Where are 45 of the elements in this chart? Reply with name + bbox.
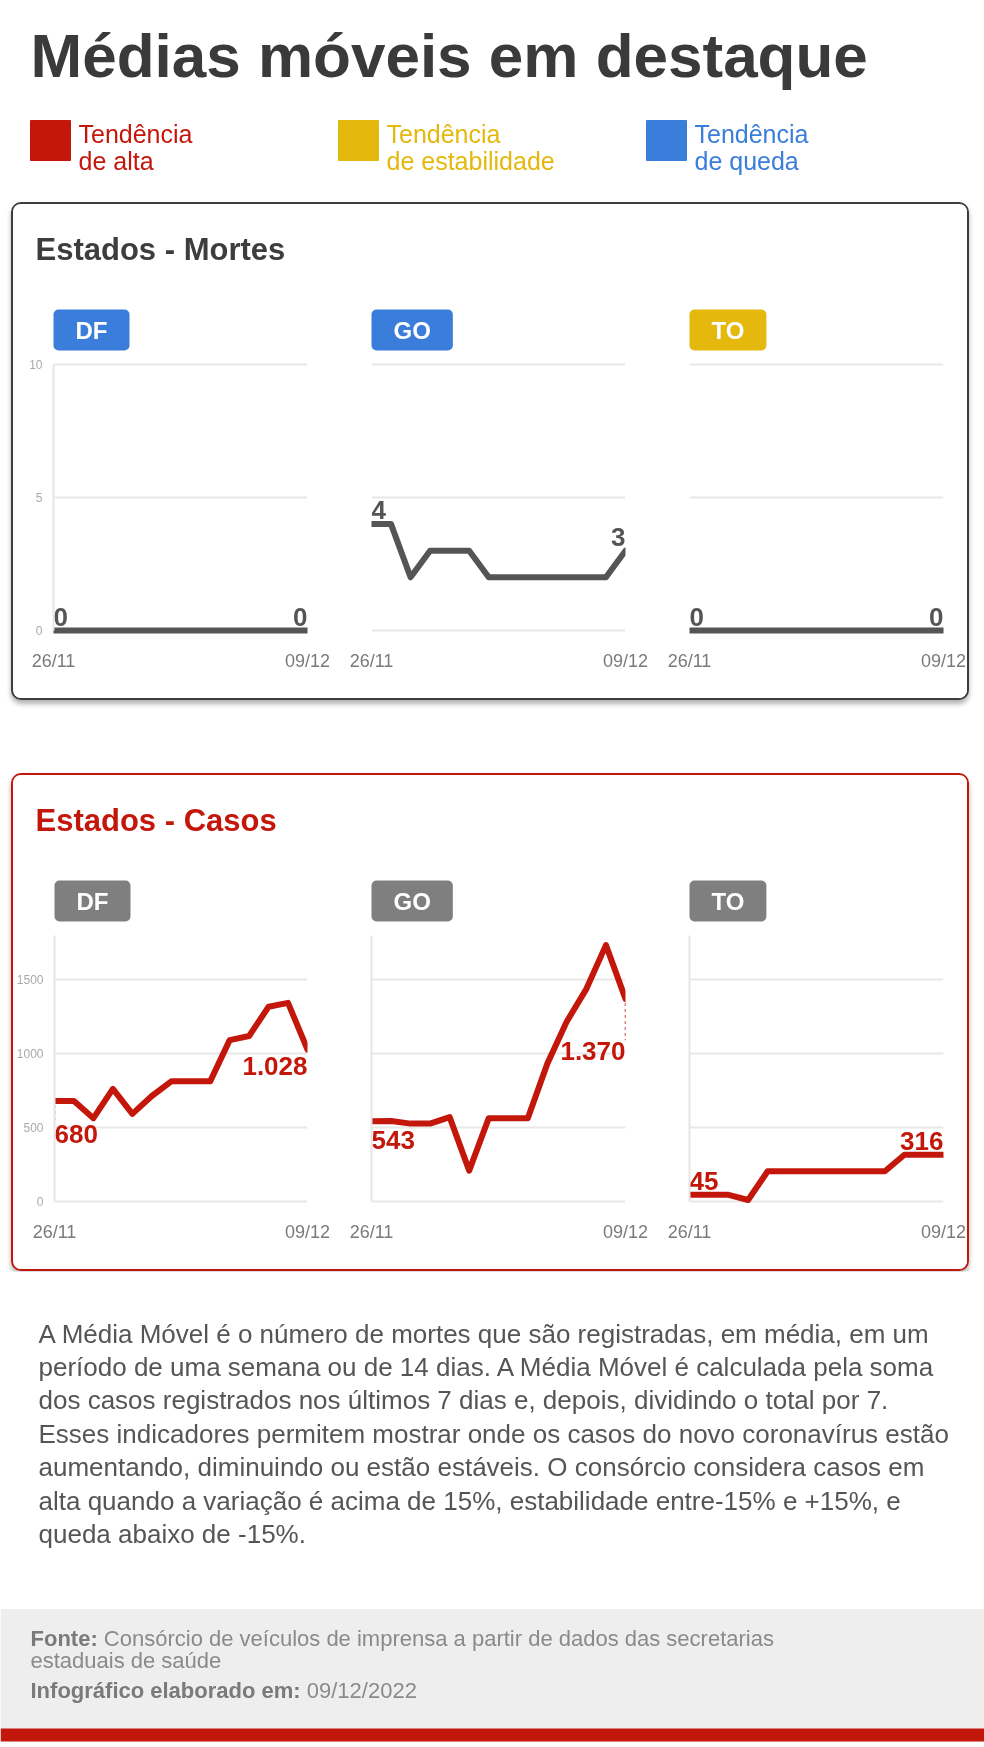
category-label: Tendência de queda	[694, 119, 809, 175]
data-label: 0	[689, 601, 704, 632]
data-label: 45	[689, 1165, 719, 1196]
data-label: 543	[371, 1124, 415, 1155]
x-tick-label: 26/11	[349, 1221, 394, 1242]
y-tick-label: 0	[35, 624, 43, 638]
x-tick-label: 26/11	[667, 1221, 712, 1242]
x-tick-label: 09/12	[920, 1221, 967, 1242]
x-tick-label: 09/12	[284, 1221, 331, 1242]
x-tick-label: 26/11	[667, 650, 712, 671]
chart-title: TO	[711, 316, 745, 344]
x-tick-label: 26/11	[31, 650, 76, 671]
y-tick-label: 0	[36, 1195, 44, 1209]
chart-title: GO	[393, 316, 431, 344]
data-label: 1.028	[242, 1050, 308, 1081]
text: A Média Móvel é o número de mortes que são registradas, em média, em um período de uma semana ou de 14 dias. A Média Móvel é calculada pela soma dos casos registrados nos últimos 7 dias e, depois, dividindo o total por 7. Esses indicadores permitem mostrar onde os casos do novo coronavírus estão aumentando, diminuindo ou estão estáveis. O consórcio considera casos em alta quando a variação é acima de 15%, estabilidade entre-15% e +15%, e queda abaixo de -15%.	[38, 1318, 949, 1549]
x-tick-label: 09/12	[920, 650, 967, 671]
data-label: 4	[371, 495, 387, 526]
data-label: 680	[54, 1119, 98, 1150]
text: Estados - Casos	[35, 803, 277, 838]
text: Estados - Mortes	[35, 232, 286, 267]
data-label: 0	[293, 601, 308, 632]
x-tick-label: 09/12	[602, 1221, 649, 1242]
category-label: Tendência de estabilidade	[386, 119, 555, 175]
y-tick-label: 5	[35, 491, 43, 505]
x-tick-label: 09/12	[602, 650, 649, 671]
y-tick-label: 500	[23, 1121, 44, 1136]
y-tick-label: 1000	[16, 1047, 44, 1062]
text: Infográfico elaborado em: 09/12/2022	[30, 1677, 417, 1703]
x-tick-label: 09/12	[284, 650, 331, 671]
category-label: Tendência de alta	[78, 119, 193, 175]
data-label: 316	[900, 1125, 944, 1156]
x-tick-label: 26/11	[349, 650, 394, 671]
chart-title: DF	[75, 316, 108, 344]
y-tick-label: 10	[29, 358, 43, 372]
chart-title: GO	[393, 887, 431, 915]
data-label: 1.370	[560, 1036, 626, 1067]
x-tick-label: 26/11	[32, 1221, 77, 1242]
chart-title: TO	[711, 887, 745, 915]
data-label: 0	[929, 601, 944, 632]
y-tick-label: 1500	[16, 973, 44, 988]
chart-title: DF	[76, 887, 109, 915]
data-label: 3	[611, 521, 626, 552]
text: Médias móveis em destaque	[30, 21, 868, 90]
source-note: Fonte: Consórcio de veículos de imprensa a partir de dados das secretarias estaduais de saúde	[30, 1625, 774, 1673]
